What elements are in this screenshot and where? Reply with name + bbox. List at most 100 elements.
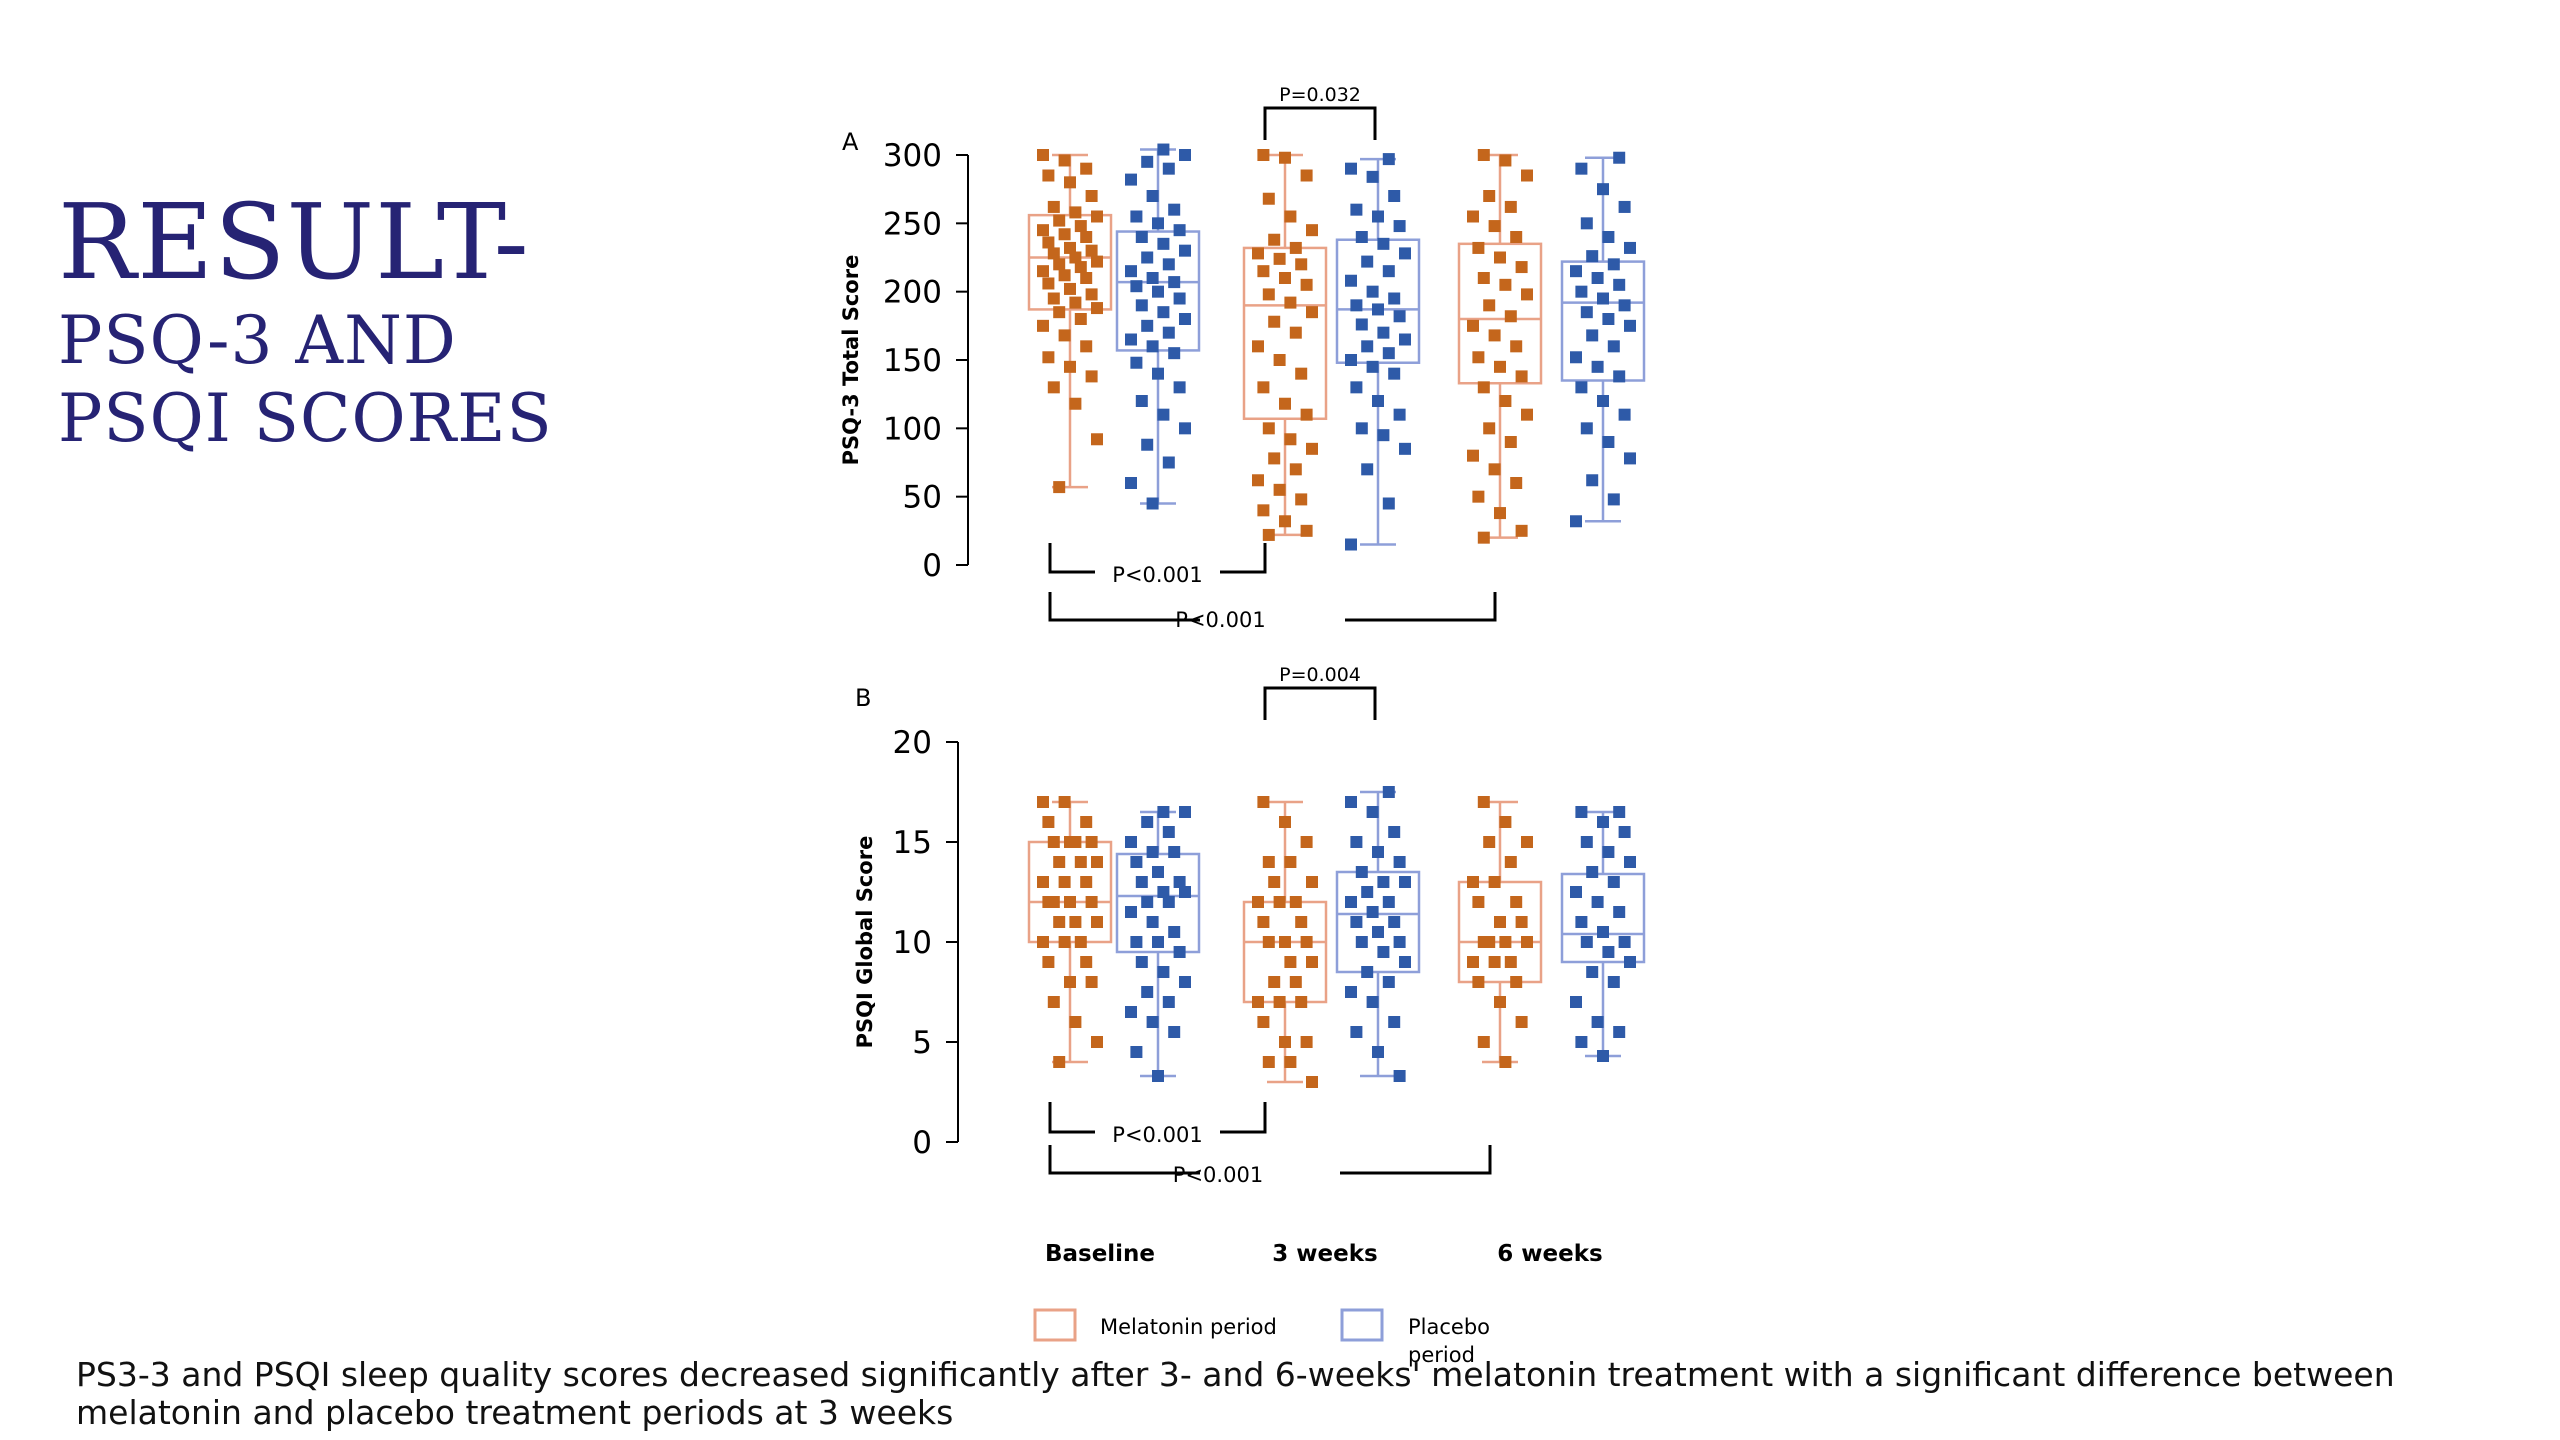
placebo-data-point [1157, 237, 1170, 250]
legend-swatch-melatonin [1033, 1308, 1077, 1342]
placebo-data-point [1602, 946, 1615, 958]
melatonin-data-point [1053, 916, 1066, 928]
placebo-data-point [1355, 866, 1368, 878]
melatonin-data-point [1074, 856, 1087, 868]
melatonin-data-point [1515, 1016, 1528, 1028]
panel-label: B [855, 684, 871, 712]
placebo-data-point [1141, 251, 1154, 264]
x-group-label: 3 weeks [1272, 1241, 1377, 1267]
placebo-data-point [1168, 203, 1181, 216]
group-labels-and-legend: Baseline 3 weeks 6 weeks Melatonin period Pl… [1033, 1241, 1603, 1367]
melatonin-data-point [1300, 936, 1313, 948]
melatonin-data-point [1257, 149, 1270, 161]
title-line-1: RESULT- [58, 181, 530, 303]
significance-bracket-top [1263, 686, 1377, 720]
placebo-data-point [1393, 856, 1406, 868]
placebo-data-point [1591, 272, 1604, 284]
y-tick-label: 50 [903, 480, 942, 516]
placebo-data-point [1366, 806, 1379, 818]
placebo-data-point [1152, 367, 1164, 380]
melatonin-data-point [1091, 433, 1103, 446]
melatonin-data-point [1085, 896, 1098, 908]
legend-swatch-placebo [1340, 1308, 1384, 1342]
placebo-data-point [1350, 916, 1363, 928]
placebo-data-point [1613, 151, 1626, 164]
melatonin-data-point [1504, 310, 1517, 323]
placebo-data-point [1345, 538, 1357, 551]
placebo-data-point [1372, 1046, 1384, 1058]
melatonin-data-point [1037, 796, 1049, 808]
placebo-data-point [1377, 946, 1390, 958]
melatonin-data-point [1467, 956, 1479, 968]
melatonin-data-point [1064, 282, 1076, 295]
melatonin-data-point [1499, 1056, 1512, 1068]
y-tick-label: 15 [893, 825, 932, 861]
melatonin-data-point [1085, 190, 1098, 202]
melatonin-data-point [1289, 896, 1302, 908]
placebo-data-point [1152, 936, 1164, 948]
melatonin-data-point [1080, 816, 1093, 828]
placebo-data-point [1173, 292, 1186, 305]
melatonin-data-point [1252, 474, 1264, 487]
melatonin-data-point [1262, 288, 1275, 301]
placebo-data-point [1377, 326, 1390, 339]
placebo-data-point [1575, 162, 1588, 175]
melatonin-data-point [1300, 524, 1313, 537]
placebo-data-point [1618, 408, 1631, 421]
y-tick-label: 250 [883, 206, 942, 242]
placebo-data-point [1377, 429, 1390, 442]
melatonin-data-point [1058, 228, 1071, 241]
melatonin-data-point [1268, 315, 1281, 328]
placebo-data-point [1125, 906, 1137, 918]
melatonin-data-point [1069, 251, 1082, 264]
melatonin-data-point [1300, 169, 1313, 182]
placebo-data-point [1575, 916, 1588, 928]
placebo-data-point [1602, 846, 1615, 858]
placebo-data-point [1355, 231, 1368, 243]
placebo-data-point [1618, 200, 1631, 213]
placebo-data-point [1382, 976, 1395, 988]
placebo-data-point [1382, 347, 1395, 360]
placebo-data-point [1157, 143, 1170, 156]
melatonin-data-point [1499, 936, 1512, 948]
placebo-data-point [1157, 306, 1170, 319]
melatonin-data-point [1080, 876, 1093, 888]
placebo-data-point [1141, 986, 1154, 998]
melatonin-data-point [1257, 504, 1270, 517]
p-value-long: P<0.001 [1175, 608, 1265, 632]
melatonin-data-point [1306, 956, 1318, 968]
p-value-top: P=0.004 [1279, 664, 1361, 686]
placebo-data-point [1372, 210, 1384, 223]
placebo-data-point [1168, 926, 1181, 938]
legend-label-placebo-line1: Placebo [1408, 1315, 1490, 1339]
melatonin-data-point [1467, 210, 1479, 223]
placebo-data-point [1570, 351, 1582, 364]
melatonin-data-point [1273, 996, 1286, 1008]
melatonin-data-point [1053, 306, 1066, 319]
placebo-data-point [1141, 896, 1154, 908]
melatonin-data-point [1058, 876, 1071, 888]
melatonin-data-point [1042, 351, 1055, 364]
panel-label: A [842, 128, 859, 156]
placebo-data-point [1168, 276, 1181, 289]
placebo-data-point [1597, 183, 1609, 196]
melatonin-data-point [1037, 319, 1049, 332]
placebo-data-point [1399, 956, 1411, 968]
placebo-data-point [1141, 816, 1154, 828]
melatonin-data-point [1477, 272, 1490, 284]
placebo-data-point [1377, 876, 1390, 888]
placebo-data-point [1125, 1006, 1137, 1018]
placebo-data-point [1350, 1026, 1363, 1038]
melatonin-data-point [1499, 395, 1512, 407]
placebo-data-point [1618, 299, 1631, 312]
placebo-data-point [1162, 896, 1175, 908]
placebo-data-point [1125, 836, 1137, 848]
melatonin-data-point [1515, 916, 1528, 928]
melatonin-data-point [1483, 299, 1496, 312]
melatonin-data-point [1085, 288, 1098, 301]
melatonin-data-point [1510, 340, 1523, 353]
melatonin-data-point [1069, 397, 1082, 410]
p-value-long: P<0.001 [1173, 1163, 1263, 1187]
p-value-short: P<0.001 [1112, 563, 1202, 587]
